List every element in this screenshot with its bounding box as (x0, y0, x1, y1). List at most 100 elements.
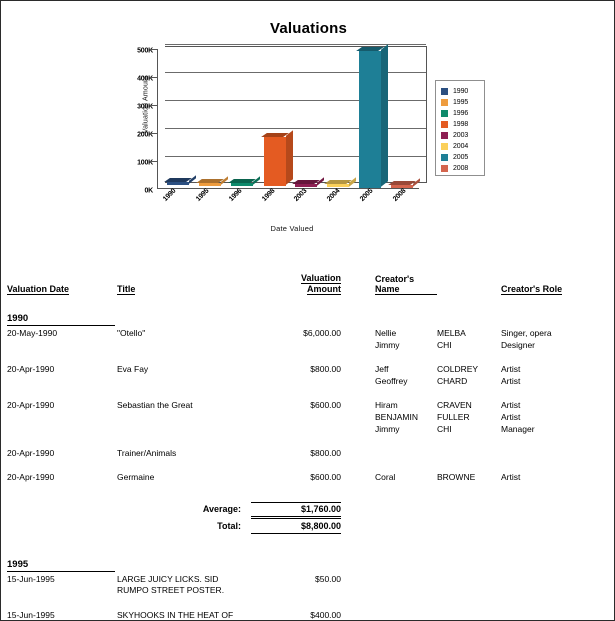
table-cell-role: Manager (501, 424, 535, 434)
legend-item[interactable]: 1998 (441, 119, 484, 130)
chart-bar (324, 176, 357, 188)
table-cell-fname: Jimmy (375, 424, 400, 434)
table-cell-role: Artist (501, 364, 521, 374)
table-cell-fname: Jeff (375, 364, 389, 374)
y-tick-label: 200K (137, 131, 153, 139)
group-rule (7, 325, 115, 326)
table-cell-title: Germaine (117, 472, 155, 482)
legend-item-label: 1990 (453, 88, 469, 95)
y-tick-label: 400K (137, 75, 153, 83)
column-header-title: Title (117, 284, 136, 295)
y-tick-label: 0K (144, 187, 153, 195)
legend-item-label: 2003 (453, 132, 469, 139)
chart-bar (164, 175, 197, 186)
summary-value-total: $8,800.00 (300, 521, 341, 531)
page-title: Valuations (269, 20, 348, 37)
summary-mid-rule2 (251, 518, 341, 519)
table-cell-lname: BROWNE (437, 472, 476, 482)
chart-bar (387, 178, 420, 189)
legend-item[interactable]: 2005 (441, 152, 484, 163)
chart-gridline (165, 128, 426, 129)
table-cell-title: "Otello" (117, 328, 146, 338)
table-cell-title: Eva Fay (117, 364, 149, 374)
column-header-valuation-date: Valuation Date (7, 284, 70, 295)
axis-tick-mark (150, 77, 158, 78)
legend-swatch-icon (441, 99, 448, 106)
table-cell-date: 20-Apr-1990 (7, 448, 55, 458)
table-cell-title: Trainer/Animals (117, 448, 177, 458)
group-header: 1990 (7, 313, 29, 324)
legend-item[interactable]: 2008 (441, 163, 484, 174)
table-cell-lname: MELBA (437, 328, 466, 338)
bar-face (295, 183, 318, 187)
summary-mid-rule (251, 516, 341, 517)
legend-item[interactable]: 1996 (441, 108, 484, 119)
bar-face (327, 183, 350, 188)
table-cell-lname: CHI (437, 340, 452, 350)
legend-swatch-icon (441, 88, 448, 95)
group-rule (7, 571, 115, 572)
chart-legend: 1990 1995 1996 1998 2003 2004 2005 2008 (435, 80, 485, 176)
table-cell-amount: $800.00 (310, 448, 341, 458)
chart-bar (292, 177, 325, 187)
table-cell-title: Sebastian the Great (117, 400, 193, 410)
chart-y-axis-ticks: 0K 100K 200K 300K 400K 500K (123, 47, 153, 195)
y-tick-label: 100K (137, 159, 153, 167)
bar-side (285, 130, 293, 185)
x-tick-label: 1996 (227, 187, 244, 203)
chart-gridline (165, 44, 426, 45)
legend-item-label: 2004 (453, 143, 469, 150)
legend-swatch-icon (441, 121, 448, 128)
summary-label-total: Total: (217, 521, 241, 531)
x-tick-label: 2008 (391, 187, 408, 203)
table-cell-date: 20-Apr-1990 (7, 472, 55, 482)
table-cell-role: Designer (501, 340, 536, 350)
table-cell-fname: Geoffrey (375, 376, 408, 386)
summary-value-average: $1,760.00 (300, 504, 341, 514)
axis-tick-mark (150, 105, 158, 106)
legend-item[interactable]: 1995 (441, 97, 484, 108)
y-tick-label: 300K (137, 103, 153, 111)
chart-bar (356, 43, 388, 188)
x-tick-label: 2005 (358, 187, 375, 203)
column-header-valuation-amount: Valuation Amount (300, 273, 341, 295)
table-cell-title: SKYHOOKS IN THE HEAT OF (117, 610, 234, 620)
table-cell-amount: $400.00 (310, 610, 341, 620)
bar-side (412, 178, 420, 188)
chart-plot-area (150, 49, 419, 189)
table-cell-lname: CHI (437, 424, 452, 434)
bar-face (358, 50, 381, 188)
bar-side (380, 43, 388, 187)
table-cell-role: Artist (501, 400, 521, 410)
table-cell-date: 15-Jun-1995 (7, 610, 55, 620)
x-tick-label: 2004 (326, 187, 342, 203)
x-tick-label: 1990 (162, 187, 178, 203)
axis-tick-mark (150, 133, 158, 134)
legend-swatch-icon (441, 110, 448, 117)
group-header: 1995 (7, 559, 29, 570)
legend-item[interactable]: 2003 (441, 130, 484, 141)
chart-bar (196, 175, 229, 186)
table-cell-date: 20-Apr-1990 (7, 364, 55, 374)
legend-item-label: 2005 (453, 154, 469, 161)
table-cell-amount: $6,000.00 (303, 328, 341, 338)
axis-tick-mark (150, 161, 158, 162)
column-header-creators-role: Creator's Role (501, 284, 563, 295)
legend-item[interactable]: 2004 (441, 141, 484, 152)
table-cell-amount: $600.00 (310, 400, 341, 410)
legend-swatch-icon (441, 132, 448, 139)
bar-side (252, 176, 260, 185)
table-cell-role: Singer, opera (501, 328, 552, 338)
legend-swatch-icon (441, 165, 448, 172)
valuations-bar-chart: Valuation Amount 0K 100K 200K 300K 400K 500K … (109, 43, 489, 241)
table-cell-amount: $800.00 (310, 364, 341, 374)
table-cell-lname: COLDREY (437, 364, 479, 374)
y-tick-label: 500K (137, 47, 153, 55)
table-header-row: Valuation Date Title Valuation Amount Cr… (1, 263, 614, 295)
table-cell-lname: CHARD (437, 376, 468, 386)
x-tick-label: 1995 (195, 187, 211, 203)
chart-gridline (165, 100, 426, 101)
legend-item[interactable]: 1990 (441, 86, 484, 97)
table-cell-lname: CRAVEN (437, 400, 472, 410)
